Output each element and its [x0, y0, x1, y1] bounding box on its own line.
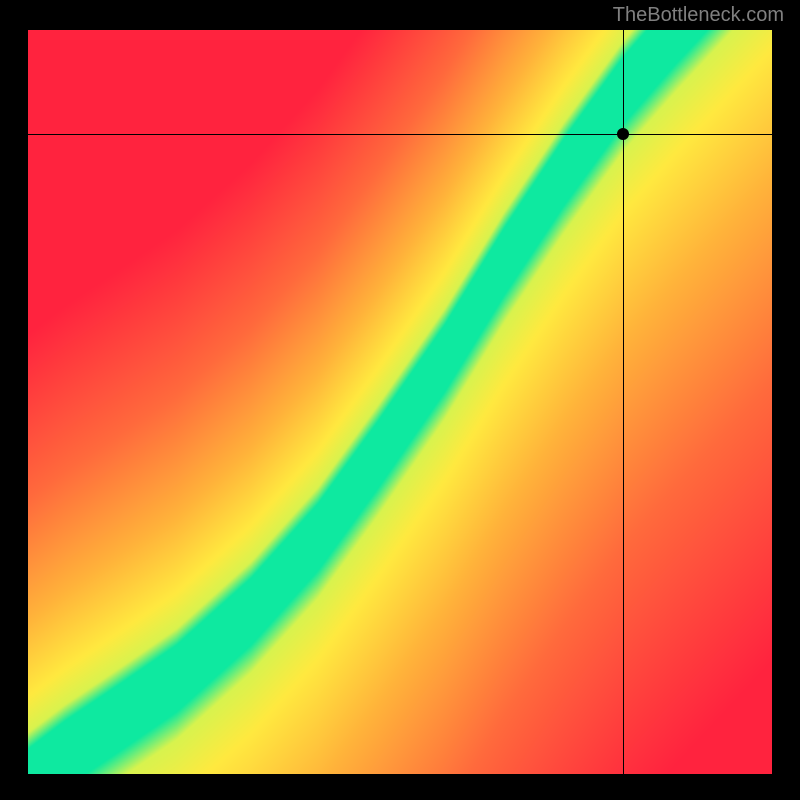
heatmap-canvas — [28, 30, 772, 774]
crosshair-horizontal — [28, 134, 772, 135]
bottleneck-heatmap — [28, 30, 772, 774]
crosshair-marker — [617, 128, 629, 140]
watermark-text: TheBottleneck.com — [613, 4, 784, 27]
crosshair-vertical — [623, 30, 624, 774]
